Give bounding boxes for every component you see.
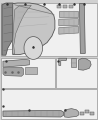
Polygon shape: [65, 109, 78, 117]
Polygon shape: [59, 19, 78, 26]
Polygon shape: [3, 59, 29, 67]
Polygon shape: [59, 58, 67, 65]
Bar: [85, 110, 89, 113]
Bar: [80, 112, 84, 115]
Polygon shape: [13, 3, 55, 55]
Bar: [25, 67, 37, 74]
Bar: [57, 5, 61, 8]
Polygon shape: [59, 11, 78, 17]
Polygon shape: [13, 5, 31, 54]
Polygon shape: [79, 4, 85, 53]
FancyBboxPatch shape: [1, 3, 97, 56]
Polygon shape: [3, 110, 64, 117]
Bar: [71, 58, 76, 67]
Circle shape: [24, 37, 43, 59]
Polygon shape: [78, 58, 91, 70]
Bar: [69, 5, 73, 8]
FancyBboxPatch shape: [56, 58, 97, 88]
Polygon shape: [59, 26, 78, 34]
FancyBboxPatch shape: [1, 58, 55, 88]
FancyBboxPatch shape: [1, 89, 97, 119]
Bar: [63, 5, 67, 8]
Polygon shape: [2, 3, 22, 55]
Bar: [90, 112, 94, 115]
Polygon shape: [3, 67, 24, 76]
